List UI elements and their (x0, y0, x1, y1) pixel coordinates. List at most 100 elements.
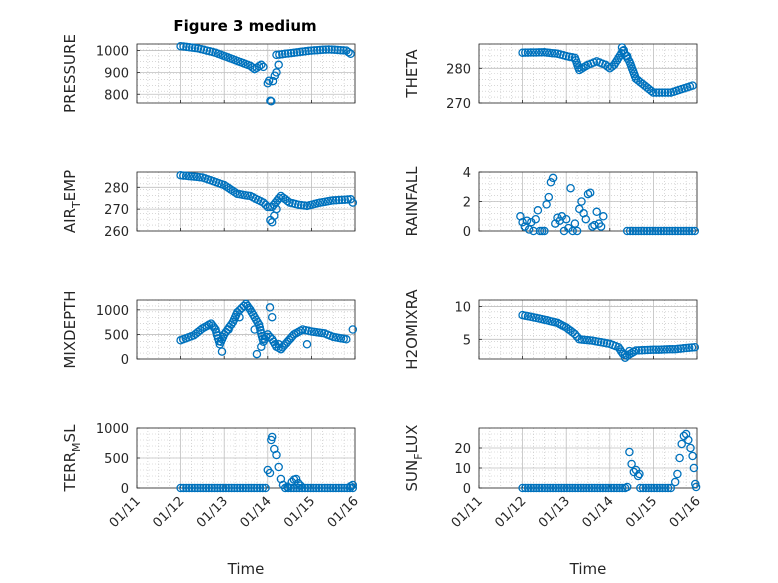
data-point (342, 335, 351, 344)
data-point (195, 172, 204, 182)
data-point (196, 483, 205, 493)
data-point (331, 195, 341, 205)
y-tick-label: 500 (104, 328, 129, 343)
y-axis-label: THETA (403, 49, 421, 99)
data-point (673, 344, 683, 354)
data-point (179, 42, 188, 51)
y-axis-label: AIRTEMP (61, 170, 83, 233)
y-tick-label: 900 (104, 66, 129, 81)
data-point (272, 50, 281, 60)
y-axis-label: PRESSURE (61, 34, 79, 113)
data-point (593, 483, 602, 493)
data-point (326, 483, 335, 493)
data-point (216, 483, 225, 493)
data-point (637, 226, 646, 236)
y-tick-label: 10 (454, 301, 471, 316)
data-point (546, 483, 555, 493)
data-point (233, 483, 242, 493)
y-axis-label: TERRMSL (61, 424, 83, 493)
x-tick-label: 01/15 (623, 494, 660, 531)
data-point (657, 345, 666, 354)
data-point (649, 88, 658, 97)
data-point (518, 217, 527, 227)
data-point (576, 483, 586, 493)
data-point (625, 226, 635, 236)
data-point (268, 76, 278, 86)
x-tick-label: 01/15 (281, 494, 318, 531)
data-point (283, 482, 292, 492)
data-point (337, 195, 347, 205)
data-point (622, 226, 632, 236)
data-point (682, 343, 691, 353)
data-point (631, 226, 640, 236)
data-point (321, 45, 331, 54)
data-point (570, 329, 580, 339)
data-point (518, 48, 527, 57)
data-point (635, 469, 644, 479)
data-point (636, 483, 645, 493)
data-point (235, 312, 244, 322)
data-point (324, 45, 334, 54)
data-point (596, 222, 606, 231)
x-tick-label: 01/12 (150, 494, 187, 531)
data-point (294, 200, 303, 210)
axes-box (478, 299, 698, 360)
data-point (587, 483, 597, 493)
data-point (199, 483, 208, 493)
data-point (210, 483, 219, 493)
data-point (309, 483, 318, 493)
data-point (334, 195, 344, 205)
data-point (583, 189, 593, 199)
y-tick-label: 270 (446, 97, 471, 112)
data-point (570, 219, 580, 228)
y-tick-label: 280 (104, 181, 129, 196)
x-axis-label-left: Time (227, 560, 265, 578)
data-point (328, 483, 338, 493)
data-point (239, 301, 249, 311)
data-point (690, 226, 700, 236)
x-tick-label: 01/16 (667, 494, 704, 531)
series-markers (518, 310, 700, 362)
data-point (184, 171, 194, 181)
data-point (684, 343, 694, 353)
data-point (575, 204, 584, 214)
x-tick-label: 01/14 (238, 494, 275, 531)
data-point (684, 435, 693, 445)
data-point (299, 201, 309, 210)
data-point (190, 483, 200, 493)
data-point (298, 47, 307, 56)
data-point (651, 345, 661, 354)
data-point (292, 48, 302, 57)
data-point (652, 483, 662, 493)
data-point (187, 483, 197, 493)
data-point (637, 346, 647, 355)
data-point (238, 483, 248, 493)
data-point (328, 196, 338, 205)
data-point (655, 483, 664, 493)
data-point (303, 483, 313, 493)
data-point (304, 46, 313, 56)
data-point (179, 171, 188, 180)
data-point (257, 342, 266, 351)
data-point (557, 483, 566, 493)
data-point (207, 483, 217, 493)
data-point (320, 483, 329, 493)
data-point (592, 207, 601, 217)
data-point (182, 42, 191, 52)
data-point (547, 48, 557, 58)
data-point (204, 483, 214, 493)
data-point (580, 335, 589, 345)
data-point (275, 50, 284, 59)
data-point (546, 178, 556, 187)
data-point (283, 49, 293, 58)
data-point (274, 60, 283, 70)
y-tick-label: 5 (463, 333, 471, 348)
data-point (348, 480, 358, 490)
data-point (686, 443, 695, 453)
data-point (564, 223, 573, 233)
data-point (209, 323, 219, 332)
data-point (529, 226, 538, 236)
data-point (676, 226, 685, 236)
